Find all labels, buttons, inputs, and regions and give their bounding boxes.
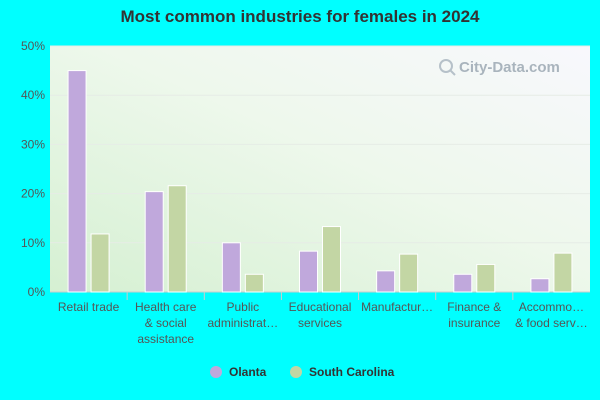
legend-item-south-carolina[interactable]: South Carolina: [290, 365, 395, 379]
plot-area: [50, 46, 590, 292]
gridlines: [50, 45, 590, 244]
x-category-label: Health care & social assistance: [135, 300, 197, 346]
bar-south-carolina[interactable]: [244, 273, 264, 293]
x-category-label: Educational services: [289, 300, 352, 330]
bar-olanta[interactable]: [144, 191, 164, 293]
watermark-text: City-Data.com: [459, 59, 560, 76]
x-axis: Retail trade Health care & social assistanc…: [58, 292, 588, 346]
bar-olanta[interactable]: [453, 273, 473, 293]
y-tick-label: 30%: [21, 137, 45, 151]
x-category-label: Public administrat…: [208, 300, 279, 330]
legend: Olanta South Carolina: [210, 365, 395, 379]
bar-olanta[interactable]: [530, 278, 550, 293]
watermark: City-Data.com: [439, 59, 560, 76]
legend-label-south-carolina: South Carolina: [309, 365, 395, 379]
bar-south-carolina[interactable]: [322, 226, 341, 293]
y-tick-label: 10%: [21, 236, 45, 250]
bar-olanta[interactable]: [299, 250, 318, 293]
watermark-magnifier-handle: [449, 69, 456, 76]
bar-south-carolina[interactable]: [167, 185, 187, 293]
x-category-label: Finance & insurance: [447, 300, 501, 330]
bar-south-carolina[interactable]: [553, 252, 573, 293]
y-tick-label: 50%: [21, 39, 45, 53]
y-axis: 0% 10% 20% 30% 40% 50%: [21, 39, 590, 299]
legend-label-olanta: Olanta: [229, 365, 267, 379]
bar-south-carolina[interactable]: [476, 263, 496, 293]
bar-south-carolina[interactable]: [90, 233, 110, 293]
bars: [67, 70, 573, 293]
y-tick-label: 40%: [21, 88, 45, 102]
x-category-label: Retail trade: [58, 300, 120, 314]
legend-item-olanta[interactable]: Olanta: [210, 365, 267, 379]
bar-olanta[interactable]: [376, 270, 396, 293]
chart-title: Most common industries for females in 20…: [120, 7, 480, 26]
bar-south-carolina[interactable]: [399, 253, 419, 293]
y-tick-label: 0%: [28, 285, 46, 299]
watermark-magnifier-icon: [439, 59, 453, 73]
bar-olanta[interactable]: [221, 242, 241, 293]
x-category-label: Manufactur…: [361, 300, 433, 314]
y-tick-label: 20%: [21, 187, 45, 201]
legend-swatch-olanta: [210, 366, 222, 378]
x-category-label: Accommo… & food serv…: [515, 300, 588, 330]
legend-swatch-south-carolina: [290, 366, 302, 378]
bar-olanta[interactable]: [67, 70, 87, 293]
